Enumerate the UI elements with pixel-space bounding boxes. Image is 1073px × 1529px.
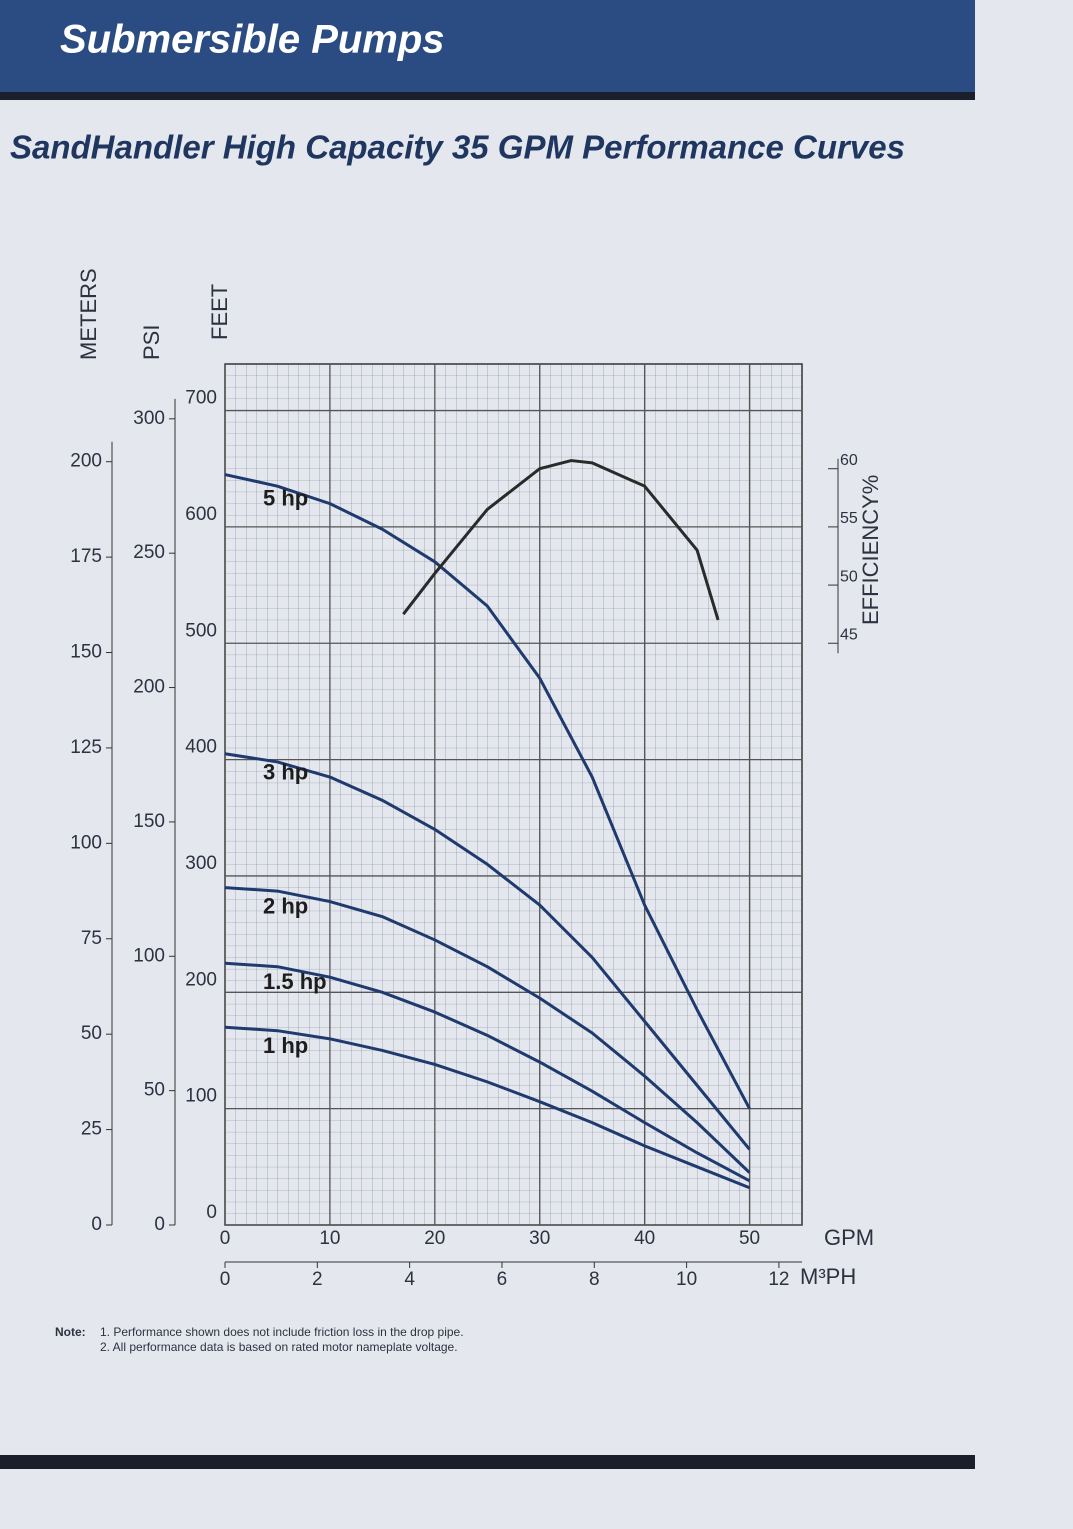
y-tick-label: 200	[185, 969, 217, 990]
x-axis-label: GPM	[824, 1225, 874, 1250]
axis-tick-label: 125	[70, 737, 102, 758]
curve-label: 5 hp	[263, 485, 308, 510]
axis-tick-label: 25	[81, 1119, 102, 1140]
axis-tick-label: 175	[70, 546, 102, 567]
note: 1. Performance shown does not include fr…	[100, 1325, 464, 1339]
y-tick-label: 500	[185, 620, 217, 641]
x-tick-label: 0	[220, 1228, 231, 1249]
axis-tick-label: 200	[133, 677, 165, 698]
axis-tick-label: 300	[133, 408, 165, 429]
axis-tick-label: 0	[154, 1214, 165, 1235]
axis-tick-label: 150	[70, 642, 102, 663]
axis-tick-label: 6	[497, 1269, 508, 1290]
y2-tick-label: 45	[840, 626, 858, 643]
x-tick-label: 30	[529, 1228, 550, 1249]
axis-label: M³PH	[800, 1264, 856, 1289]
y-axis-label: FEET	[207, 284, 232, 340]
axis-tick-label: 250	[133, 542, 165, 563]
y-tick-label: 0	[206, 1202, 217, 1223]
chart: Submersible Pumps SandHandler High Capac…	[0, 0, 1073, 1524]
banner: Submersible Pumps	[60, 18, 445, 62]
chart-title: SandHandler High Capacity 35 GPM Perform…	[10, 129, 905, 166]
axis-tick-label: 0	[91, 1214, 102, 1235]
x-tick-label: 50	[739, 1228, 760, 1249]
y2-tick-label: 60	[840, 452, 858, 469]
y-tick-label: 100	[185, 1086, 217, 1107]
axis-tick-label: 100	[70, 832, 102, 853]
x-tick-label: 40	[634, 1228, 655, 1249]
axis-tick-label: 150	[133, 811, 165, 832]
y2-tick-label: 50	[840, 568, 858, 585]
footer-rule	[0, 1455, 975, 1469]
axis-tick-label: 75	[81, 928, 102, 949]
axis-label: PSI	[139, 325, 164, 360]
axis-tick-label: 4	[404, 1269, 415, 1290]
curve-label: 1 hp	[263, 1033, 308, 1058]
axis-tick-label: 2	[312, 1269, 323, 1290]
note-heading: Note:	[55, 1325, 86, 1339]
page: Submersible Pumps SandHandler High Capac…	[0, 0, 1073, 1524]
axis-tick-label: 50	[144, 1080, 165, 1101]
x-tick-label: 20	[424, 1228, 445, 1249]
y-tick-label: 700	[185, 388, 217, 409]
y2-axis-label: EFFICIENCY%	[858, 475, 883, 625]
axis-tick-label: 10	[676, 1269, 697, 1290]
y-tick-label: 300	[185, 853, 217, 874]
axis-tick-label: 200	[70, 451, 102, 472]
axis-label: METERS	[76, 268, 101, 360]
y2-tick-label: 55	[840, 510, 858, 527]
curve-label: 1.5 hp	[263, 969, 327, 994]
axis-tick-label: 8	[589, 1269, 600, 1290]
axis-tick-label: 0	[220, 1269, 231, 1290]
y-tick-label: 400	[185, 737, 217, 758]
axis-tick-label: 12	[768, 1269, 789, 1290]
curve-label: 3 hp	[263, 760, 308, 785]
x-tick-label: 10	[319, 1228, 340, 1249]
axis-tick-label: 100	[133, 945, 165, 966]
y-tick-label: 600	[185, 504, 217, 525]
axis-tick-label: 50	[81, 1023, 102, 1044]
header-rule	[0, 92, 975, 100]
curve-label: 2 hp	[263, 893, 308, 918]
note: 2. All performance data is based on rate…	[100, 1340, 458, 1354]
plot-area	[225, 364, 802, 1225]
